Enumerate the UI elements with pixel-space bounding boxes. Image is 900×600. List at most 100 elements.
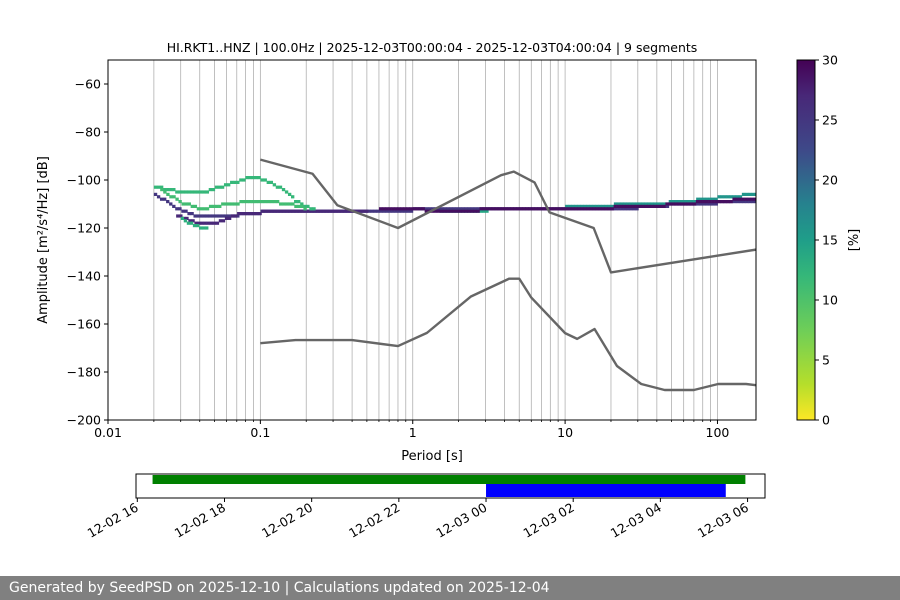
- psd-cell: [391, 207, 395, 211]
- psd-cell: [702, 202, 706, 206]
- psd-cell: [223, 214, 228, 218]
- psd-cell: [626, 202, 630, 206]
- psd-cell: [218, 204, 222, 208]
- psd-cell: [175, 207, 179, 211]
- psd-cell: [543, 207, 547, 211]
- psd-cell: [598, 207, 602, 211]
- psd-cell: [583, 204, 587, 208]
- psd-cell: [233, 180, 237, 184]
- psd-cell: [708, 202, 712, 206]
- colorbar-tick-label: 5: [822, 353, 830, 368]
- psd-cell: [696, 197, 700, 201]
- psd-cell: [751, 200, 755, 204]
- psd-cell: [217, 185, 222, 189]
- x-gridlines: [107, 60, 718, 420]
- psd-cell: [741, 192, 746, 196]
- psd-band: [153, 176, 316, 211]
- psd-cell: [418, 207, 422, 211]
- psd-cell: [583, 207, 587, 211]
- x-axis-label: Period [s]: [401, 449, 463, 464]
- psd-cell: [635, 207, 639, 211]
- psd-cell: [181, 190, 185, 194]
- psd-cell: [358, 209, 363, 213]
- psd-cell: [214, 214, 219, 218]
- x-tick-label: 1: [409, 425, 417, 440]
- psd-cell: [631, 204, 636, 208]
- psd-cell: [586, 204, 590, 208]
- psd-cell: [516, 207, 520, 211]
- psd-cell: [708, 200, 712, 204]
- psd-cell: [625, 204, 630, 208]
- psd-cell: [689, 202, 694, 206]
- psd-cell: [573, 207, 578, 211]
- psd-cell: [522, 207, 526, 211]
- psd-cell: [577, 204, 581, 208]
- colorbar-tick-label: 25: [822, 113, 838, 128]
- psd-cell: [211, 204, 216, 208]
- psd-cell: [156, 195, 161, 199]
- psd-cell: [205, 214, 210, 218]
- x-tick-label: 100: [706, 425, 730, 440]
- psd-cell: [561, 207, 566, 211]
- psd-cell: [362, 209, 366, 213]
- psd-cell: [193, 214, 197, 218]
- psd-cell: [482, 207, 486, 211]
- psd-cell: [650, 204, 654, 208]
- psd-cell: [169, 188, 173, 192]
- psd-cell: [750, 192, 755, 196]
- psd-cell: [604, 204, 609, 208]
- psd-figure: HI.RKT1..HNZ | 100.0Hz | 2025-12-03T00:0…: [36, 40, 862, 541]
- psd-cell: [297, 200, 301, 204]
- psd-cell: [586, 207, 590, 211]
- psd-cell: [620, 207, 624, 211]
- psd-cell: [263, 200, 268, 204]
- psd-cell: [671, 200, 676, 204]
- psd-cell: [214, 185, 219, 189]
- psd-cell: [287, 192, 292, 196]
- psd-cell: [188, 219, 192, 223]
- psd-cell: [705, 197, 709, 201]
- psd-cell: [565, 204, 569, 208]
- psd-cell: [568, 204, 572, 208]
- psd-cell: [619, 202, 624, 206]
- psd-cell: [196, 207, 201, 211]
- psd-cell: [577, 207, 581, 211]
- psd-cell: [677, 200, 682, 204]
- psd-cell: [264, 209, 268, 213]
- psd-cell: [334, 209, 338, 213]
- psd-cell: [325, 209, 329, 213]
- psd-cell: [294, 200, 298, 204]
- psd-cell: [248, 176, 252, 180]
- psd-cell: [233, 202, 237, 206]
- x-tick-label: 10: [557, 425, 573, 440]
- psd-cell: [616, 202, 621, 206]
- psd-cell: [355, 209, 360, 213]
- psd-cell: [196, 190, 200, 194]
- psd-cell: [260, 200, 265, 204]
- psd-cell: [243, 212, 247, 216]
- psd-cell: [166, 200, 170, 204]
- psd-cell: [711, 202, 715, 206]
- psd-cell: [190, 204, 194, 208]
- psd-cell: [464, 207, 469, 211]
- psd-cell: [230, 180, 234, 184]
- psd-cell: [449, 209, 453, 213]
- psd-cell: [227, 202, 231, 206]
- psd-cell: [258, 212, 262, 216]
- psd-cell: [245, 200, 249, 204]
- plot-frame: [107, 59, 757, 421]
- psd-cell: [254, 176, 258, 180]
- psd-cell: [267, 209, 271, 213]
- psd-cell: [282, 209, 287, 213]
- psd-cell: [659, 204, 663, 208]
- psd-cell: [279, 202, 283, 206]
- psd-cell: [470, 207, 475, 211]
- psd-cell: [705, 202, 709, 206]
- psd-cell: [385, 207, 389, 211]
- psd-cell: [433, 209, 438, 213]
- psd-cell: [592, 204, 596, 208]
- psd-cell: [266, 180, 270, 184]
- psd-cell: [172, 195, 176, 199]
- psd-cell: [619, 204, 624, 208]
- psd-cell: [726, 200, 730, 204]
